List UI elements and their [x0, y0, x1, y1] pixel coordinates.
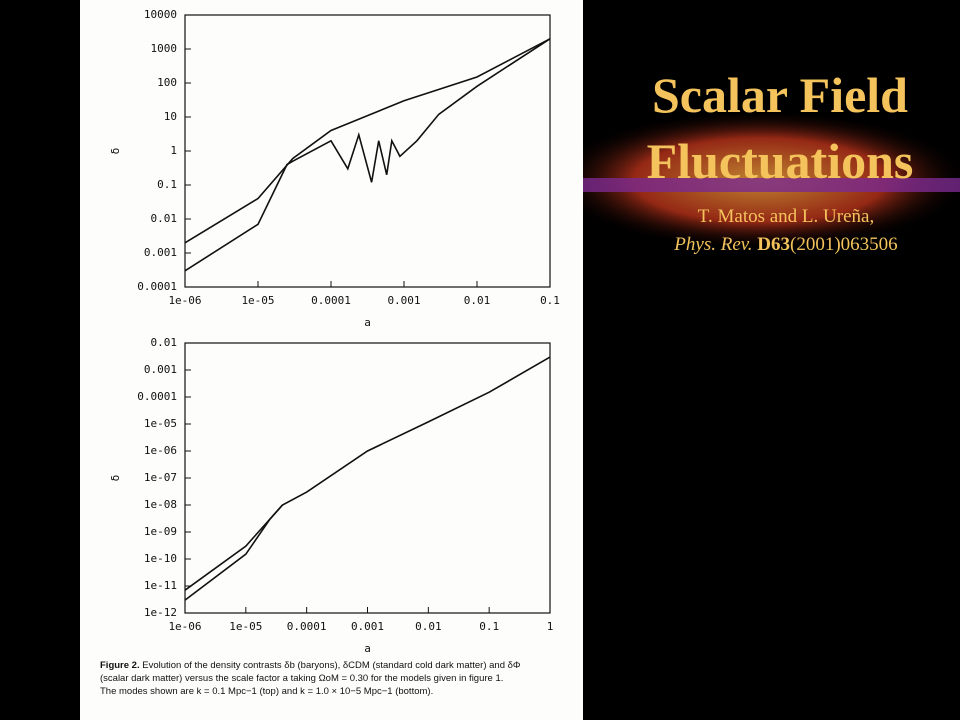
y-tick-label: 0.01 — [151, 212, 178, 225]
y-tick-label: 1e-11 — [144, 579, 177, 592]
y-tick-label: 0.001 — [144, 363, 177, 376]
x-tick-label: 0.001 — [387, 294, 420, 307]
x-tick-label: 0.0001 — [311, 294, 351, 307]
y-tick-label: 1 — [170, 144, 177, 157]
data-line — [184, 356, 551, 591]
y-tick-label: 1e-10 — [144, 552, 177, 565]
x-tick-label: 0.01 — [415, 620, 442, 633]
caption-label: Figure 2. — [100, 660, 140, 671]
y-axis-label: δ — [109, 475, 122, 482]
figure-panel — [80, 0, 583, 720]
data-line — [184, 38, 551, 272]
y-tick-label: 0.1 — [157, 178, 177, 191]
y-tick-label: 0.001 — [144, 246, 177, 259]
data-line — [184, 38, 551, 244]
x-tick-label: 0.01 — [464, 294, 491, 307]
x-tick-label: 0.1 — [479, 620, 499, 633]
caption-line: Evolution of the density contrasts δb (b… — [142, 660, 521, 671]
y-axis-label: δ — [109, 148, 122, 155]
reference: Phys. Rev. D63(2001)063506 — [673, 234, 897, 255]
slide-title: Scalar Field — [652, 67, 908, 123]
journal: Phys. Rev. — [673, 234, 752, 255]
y-tick-label: 1e-12 — [144, 606, 177, 619]
x-tick-label: 1e-05 — [229, 620, 262, 633]
y-tick-label: 0.0001 — [137, 390, 177, 403]
y-tick-label: 1e-07 — [144, 471, 177, 484]
volume: D63 — [757, 234, 790, 255]
y-tick-label: 0.01 — [151, 336, 178, 349]
x-tick-label: 0.0001 — [287, 620, 327, 633]
x-tick-label: 1 — [547, 620, 554, 633]
x-tick-label: 0.1 — [540, 294, 560, 307]
caption-line: (scalar dark matter) versus the scale fa… — [100, 673, 503, 684]
y-tick-label: 100 — [157, 76, 177, 89]
y-tick-label: 10000 — [144, 8, 177, 21]
caption: Figure 2. Evolution of the density contr… — [100, 660, 521, 671]
y-tick-label: 10 — [164, 110, 177, 123]
pages: (2001)063506 — [790, 234, 898, 255]
x-axis-label: a — [364, 642, 371, 655]
x-tick-label: 1e-05 — [241, 294, 274, 307]
y-tick-label: 1e-05 — [144, 417, 177, 430]
x-tick-label: 1e-06 — [168, 620, 201, 633]
authors: T. Matos and L. Ureña, — [698, 206, 874, 227]
caption-line: The modes shown are k = 0.1 Mpc−1 (top) … — [100, 686, 433, 697]
x-tick-label: 1e-06 — [168, 294, 201, 307]
stripe — [540, 178, 960, 192]
y-tick-label: 1000 — [151, 42, 178, 55]
slide-title: Fluctuations — [647, 133, 914, 189]
x-tick-label: 0.001 — [351, 620, 384, 633]
y-tick-label: 1e-06 — [144, 444, 177, 457]
x-axis-label: a — [364, 316, 371, 329]
y-tick-label: 1e-08 — [144, 498, 177, 511]
y-tick-label: 1e-09 — [144, 525, 177, 538]
data-line — [184, 504, 284, 601]
y-tick-label: 0.0001 — [137, 280, 177, 293]
